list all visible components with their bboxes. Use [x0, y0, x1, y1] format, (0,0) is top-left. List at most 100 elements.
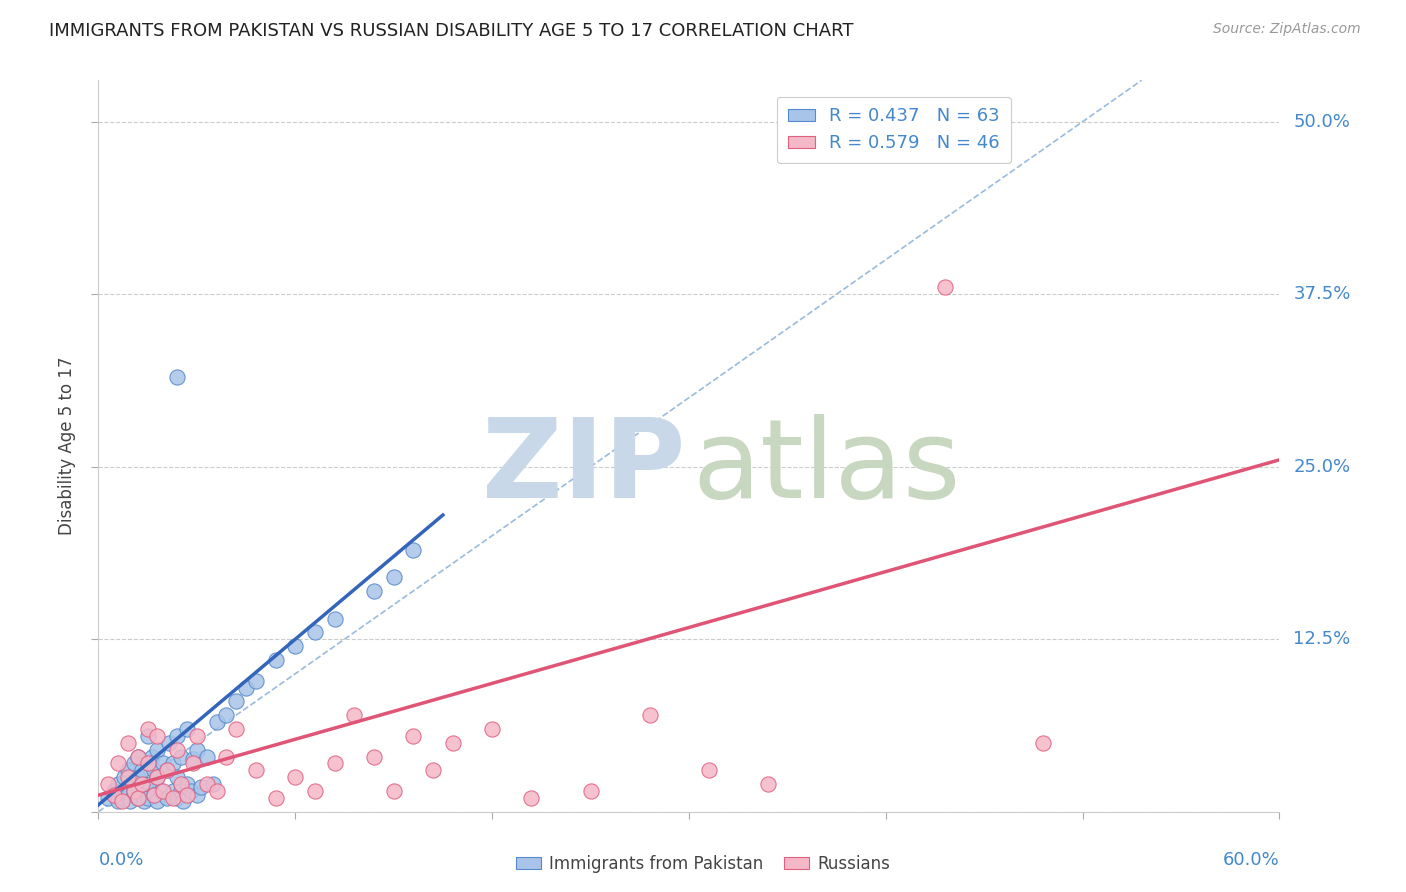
- Point: [97, 791, 120, 805]
- Point: [172, 794, 194, 808]
- Point: [132, 794, 155, 808]
- Legend: R = 0.437   N = 63, R = 0.579   N = 46: R = 0.437 N = 63, R = 0.579 N = 46: [776, 96, 1011, 163]
- Point: [136, 756, 159, 771]
- Point: [170, 777, 193, 791]
- Point: [166, 791, 188, 805]
- Point: [142, 764, 165, 778]
- Point: [520, 791, 543, 805]
- Point: [284, 770, 307, 784]
- Point: [756, 777, 779, 791]
- Point: [170, 784, 193, 798]
- Point: [127, 770, 149, 784]
- Point: [136, 722, 159, 736]
- Point: [402, 542, 425, 557]
- Point: [117, 736, 139, 750]
- Point: [142, 788, 165, 802]
- Text: 37.5%: 37.5%: [1294, 285, 1351, 303]
- Point: [111, 791, 134, 805]
- Text: 60.0%: 60.0%: [1223, 851, 1279, 869]
- Point: [195, 777, 218, 791]
- Point: [441, 736, 464, 750]
- Point: [162, 784, 184, 798]
- Point: [264, 653, 287, 667]
- Point: [162, 756, 184, 771]
- Text: atlas: atlas: [693, 415, 960, 522]
- Point: [363, 583, 385, 598]
- Point: [112, 770, 135, 784]
- Point: [245, 764, 267, 778]
- Point: [127, 749, 149, 764]
- Point: [195, 749, 218, 764]
- Point: [245, 673, 267, 688]
- Point: [181, 756, 204, 771]
- Point: [176, 722, 198, 736]
- Point: [186, 729, 208, 743]
- Text: 12.5%: 12.5%: [1294, 631, 1351, 648]
- Point: [103, 784, 125, 798]
- Point: [215, 749, 238, 764]
- Point: [166, 370, 188, 384]
- Point: [131, 788, 153, 802]
- Point: [111, 794, 134, 808]
- Point: [127, 791, 149, 805]
- Point: [363, 749, 385, 764]
- Legend: Immigrants from Pakistan, Russians: Immigrants from Pakistan, Russians: [509, 848, 897, 880]
- Point: [579, 784, 602, 798]
- Text: ZIP: ZIP: [482, 415, 685, 522]
- Point: [127, 791, 149, 805]
- Text: Source: ZipAtlas.com: Source: ZipAtlas.com: [1213, 22, 1361, 37]
- Point: [152, 756, 174, 771]
- Point: [117, 764, 139, 778]
- Point: [225, 722, 247, 736]
- Point: [382, 570, 405, 584]
- Point: [166, 770, 188, 784]
- Point: [122, 756, 145, 771]
- Point: [638, 708, 661, 723]
- Point: [117, 770, 139, 784]
- Point: [215, 708, 238, 723]
- Point: [176, 788, 198, 802]
- Point: [176, 777, 198, 791]
- Point: [117, 788, 139, 802]
- Point: [186, 742, 208, 756]
- Point: [481, 722, 503, 736]
- Point: [136, 791, 159, 805]
- Point: [162, 791, 184, 805]
- Point: [141, 749, 163, 764]
- Point: [402, 729, 425, 743]
- Text: IMMIGRANTS FROM PAKISTAN VS RUSSIAN DISABILITY AGE 5 TO 17 CORRELATION CHART: IMMIGRANTS FROM PAKISTAN VS RUSSIAN DISA…: [49, 22, 853, 40]
- Point: [235, 681, 257, 695]
- Point: [934, 280, 956, 294]
- Point: [146, 770, 169, 784]
- Point: [107, 756, 129, 771]
- Point: [142, 788, 165, 802]
- Point: [225, 694, 247, 708]
- Text: 0.0%: 0.0%: [98, 851, 143, 869]
- Point: [264, 791, 287, 805]
- Point: [146, 794, 169, 808]
- Point: [180, 784, 202, 798]
- Point: [157, 736, 180, 750]
- Point: [118, 794, 141, 808]
- Point: [138, 777, 160, 791]
- Point: [323, 611, 346, 625]
- Point: [201, 777, 224, 791]
- Point: [422, 764, 444, 778]
- Point: [697, 764, 720, 778]
- Point: [127, 749, 149, 764]
- Point: [1032, 736, 1054, 750]
- Point: [136, 784, 159, 798]
- Point: [190, 780, 212, 794]
- Point: [97, 777, 120, 791]
- Point: [166, 729, 188, 743]
- Text: 50.0%: 50.0%: [1294, 112, 1350, 131]
- Point: [343, 708, 366, 723]
- Point: [186, 788, 208, 802]
- Point: [170, 749, 193, 764]
- Text: 25.0%: 25.0%: [1294, 458, 1351, 475]
- Point: [152, 784, 174, 798]
- Point: [205, 714, 228, 729]
- Y-axis label: Disability Age 5 to 17: Disability Age 5 to 17: [58, 357, 76, 535]
- Point: [136, 756, 159, 771]
- Point: [131, 764, 153, 778]
